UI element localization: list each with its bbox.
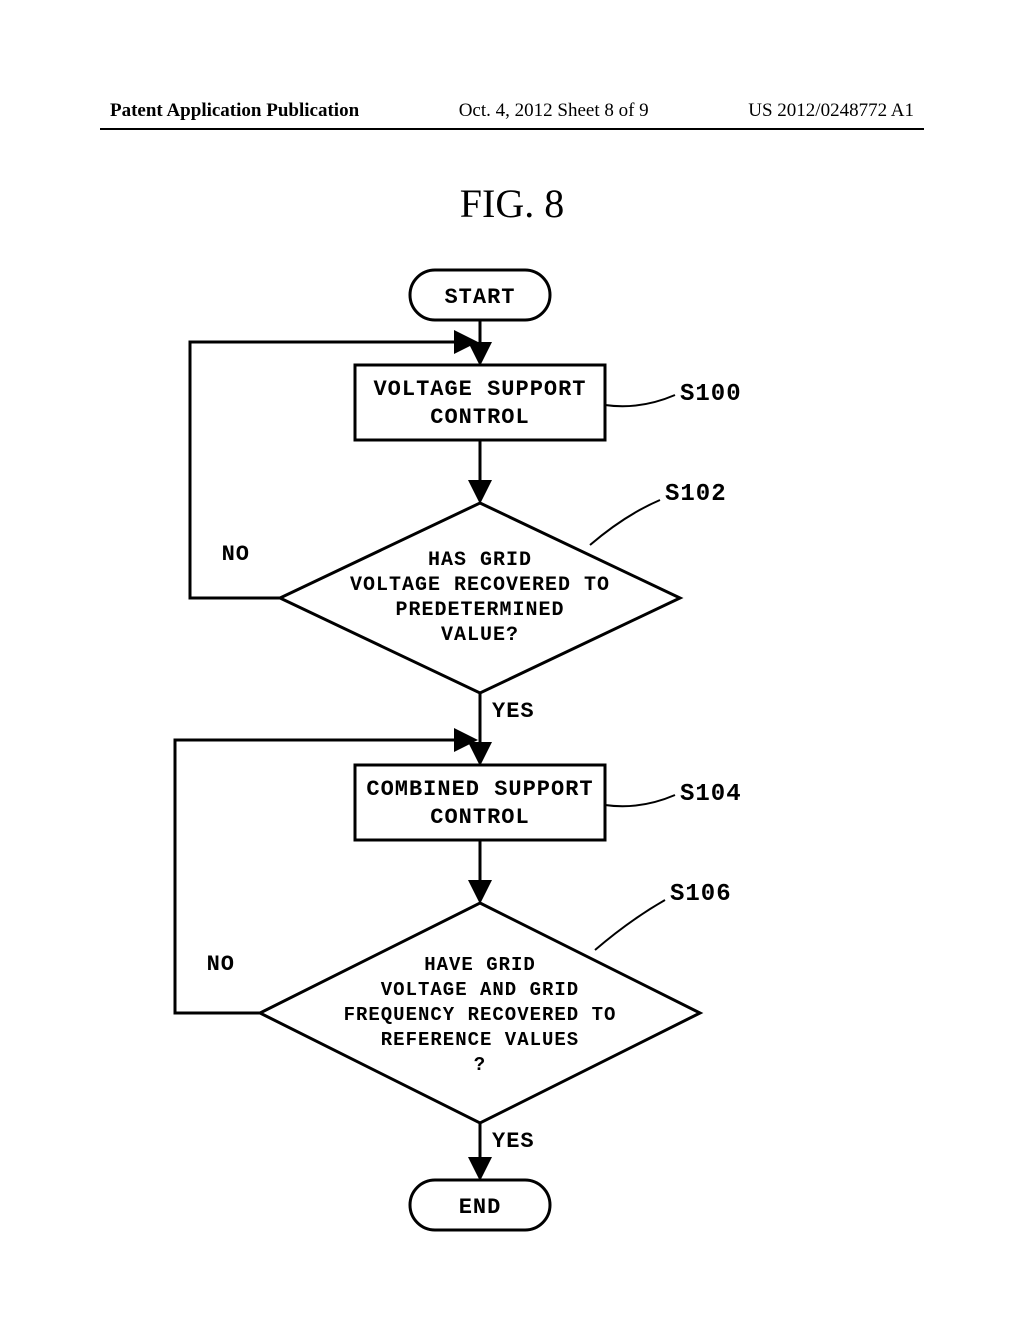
flowchart: START VOLTAGE SUPPORT CONTROL S100 HAS G… xyxy=(120,250,900,1250)
start-node: START xyxy=(410,270,550,320)
s102-leader xyxy=(590,500,660,545)
s102-no: NO xyxy=(222,542,250,567)
start-label: START xyxy=(444,285,515,310)
s106-l4: REFERENCE VALUES xyxy=(381,1029,579,1051)
s106-l1: HAVE GRID xyxy=(424,954,536,976)
s100-label: S100 xyxy=(680,381,742,408)
s106-yes: YES xyxy=(492,1129,535,1154)
s106-l5: ? xyxy=(474,1054,486,1076)
end-label: END xyxy=(459,1195,502,1220)
s104-line2: CONTROL xyxy=(430,805,529,830)
s100-line1: VOLTAGE SUPPORT xyxy=(373,377,586,402)
s106-l3: FREQUENCY RECOVERED TO xyxy=(344,1004,617,1026)
s102-label: S102 xyxy=(665,481,727,508)
header-doc-number: US 2012/0248772 A1 xyxy=(748,100,914,122)
s104-node: COMBINED SUPPORT CONTROL xyxy=(355,765,605,840)
s102-yes: YES xyxy=(492,699,535,724)
s106-l2: VOLTAGE AND GRID xyxy=(381,979,579,1001)
s102-l3: PREDETERMINED xyxy=(395,599,564,622)
page-header: Patent Application Publication Oct. 4, 2… xyxy=(0,100,1024,122)
s102-node: HAS GRID VOLTAGE RECOVERED TO PREDETERMI… xyxy=(280,503,680,693)
header-date-sheet: Oct. 4, 2012 Sheet 8 of 9 xyxy=(459,100,649,122)
s106-node: HAVE GRID VOLTAGE AND GRID FREQUENCY REC… xyxy=(260,903,700,1123)
s104-line1: COMBINED SUPPORT xyxy=(366,777,593,802)
s106-label: S106 xyxy=(670,881,732,908)
page: Patent Application Publication Oct. 4, 2… xyxy=(0,0,1024,1320)
s100-node: VOLTAGE SUPPORT CONTROL xyxy=(355,365,605,440)
s102-l4: VALUE? xyxy=(441,624,519,647)
header-rule xyxy=(100,128,924,130)
s100-line2: CONTROL xyxy=(430,405,529,430)
s106-no: NO xyxy=(207,952,235,977)
s106-leader xyxy=(595,900,665,950)
header-publication: Patent Application Publication xyxy=(110,100,359,122)
s104-leader xyxy=(605,795,675,806)
end-node: END xyxy=(410,1180,550,1230)
figure-title: FIG. 8 xyxy=(0,180,1024,227)
s102-l1: HAS GRID xyxy=(428,549,532,572)
s104-label: S104 xyxy=(680,781,742,808)
s102-l2: VOLTAGE RECOVERED TO xyxy=(350,574,610,597)
s100-leader xyxy=(605,395,675,406)
